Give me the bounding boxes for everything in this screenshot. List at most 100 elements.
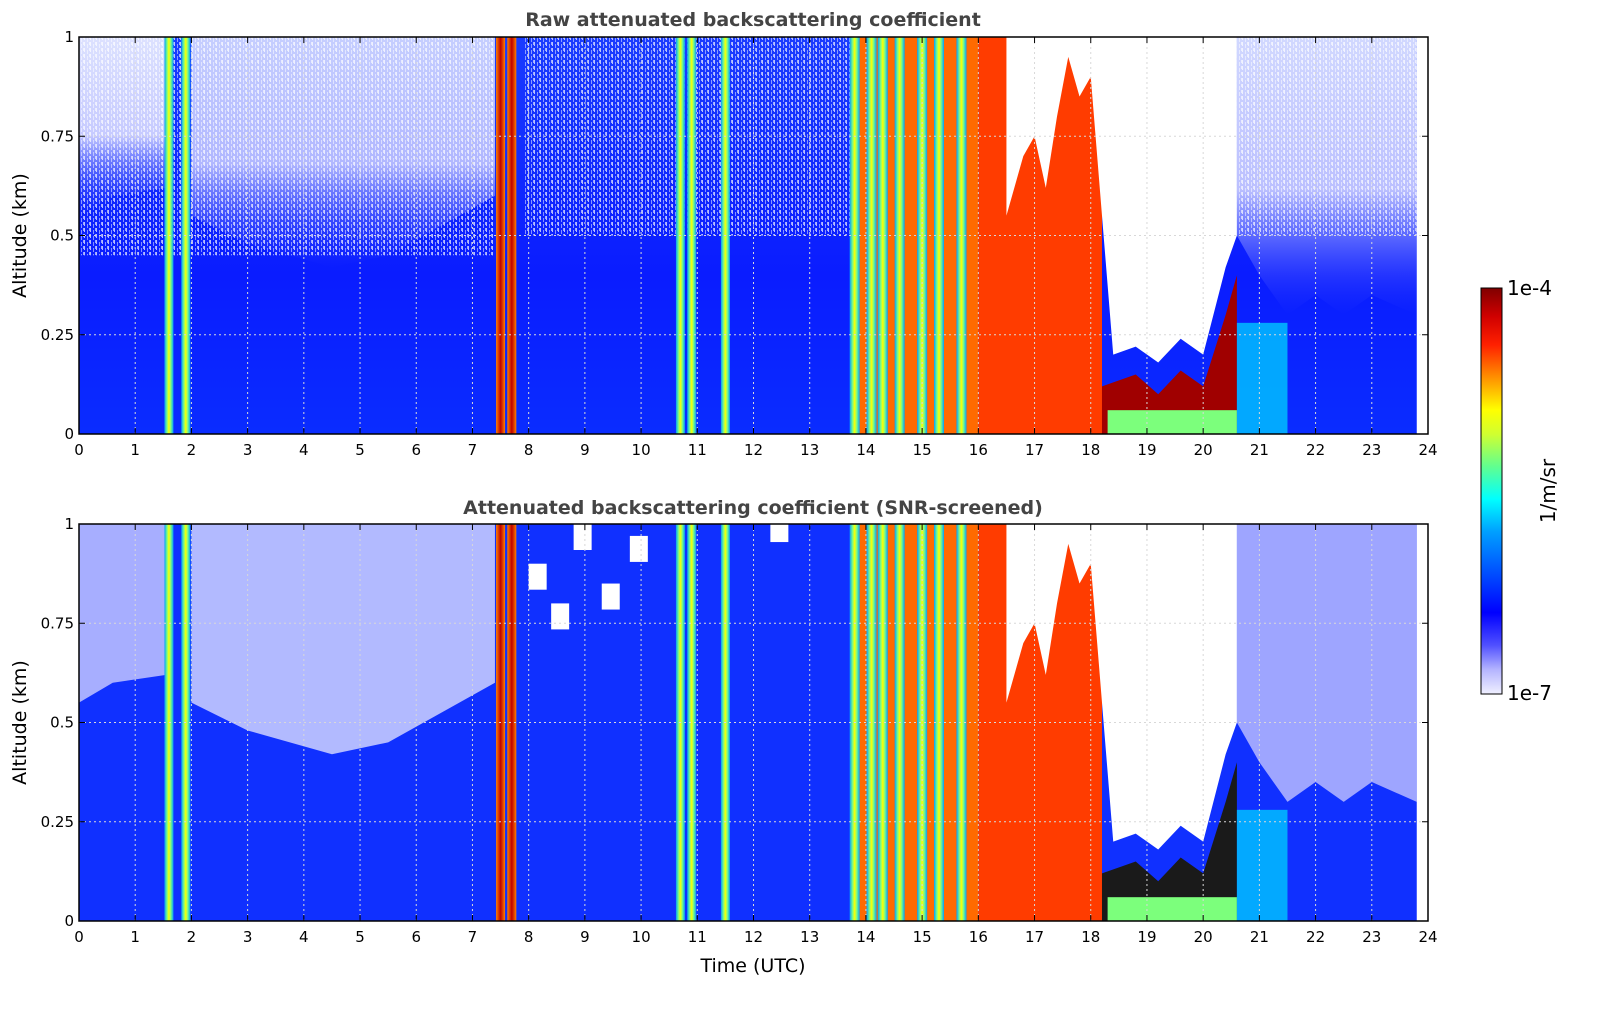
panel2-x-tick-label: 1: [130, 928, 140, 946]
panel2-x-tick-label: 19: [1137, 928, 1156, 946]
panel2-x-tick-label: 10: [632, 928, 651, 946]
panel1-x-tick-label: 7: [468, 441, 478, 459]
panel1-y-ticks: 0 0.25 0.5 0.75 1: [41, 28, 1428, 443]
panel1-x-tick-label: 1: [130, 441, 140, 459]
panel2-fog-column: [933, 524, 944, 921]
colorbar-max-label: 1e-4: [1507, 276, 1552, 300]
panel2-y-tick-label: 1: [64, 515, 74, 533]
panel2-y-tick-label: 0: [64, 912, 74, 930]
panel2-x-tick-label: 22: [1306, 928, 1325, 946]
colorbar: 1e-4 1e-7 1/m/sr: [1480, 276, 1560, 705]
panel2-fog-column: [956, 524, 967, 921]
panel1-x-tick-label: 2: [187, 441, 197, 459]
panel2-x-tick-label: 4: [299, 928, 309, 946]
panel1-stratus-layer: [1101, 275, 1237, 434]
panel2-fog-column: [917, 524, 928, 921]
panel1-x-tick-label: 14: [856, 441, 875, 459]
panel1-x-tick-label: 19: [1137, 441, 1156, 459]
panel1-x-tick-label: 21: [1250, 441, 1269, 459]
panel2-fog-column: [507, 524, 517, 921]
panel1-x-tick-label: 20: [1194, 441, 1213, 459]
panel2-x-tick-label: 13: [800, 928, 819, 946]
panel1-x-tick-label: 11: [688, 441, 707, 459]
panel1-y-axis-label: Altitude (km): [9, 173, 31, 298]
panel1-fog-column: [877, 37, 888, 434]
panel1-x-tick-label: 8: [524, 441, 534, 459]
colorbar-gradient: [1480, 287, 1503, 695]
panel2-screened-patch: [573, 524, 592, 550]
panel1-x-tick-label: 13: [800, 441, 819, 459]
panel2-screened-patch: [528, 563, 547, 590]
panel2-screened-patch: [551, 603, 570, 630]
panel1-title: Raw attenuated backscattering coefficien…: [525, 9, 981, 31]
panel2-fog-column: [877, 524, 888, 921]
panel2-x-tick-label: 3: [243, 928, 253, 946]
snr-screened-panel: Attenuated backscattering coefficient (S…: [9, 497, 1438, 977]
panel2-x-tick-label: 12: [744, 928, 763, 946]
panel1-fog-column: [866, 37, 877, 434]
panel2-screened-patch: [770, 524, 789, 543]
panel1-fog-column: [687, 37, 697, 434]
panel2-x-tick-label: 8: [524, 928, 534, 946]
panel2-screened-patch: [601, 583, 620, 610]
panel2-x-tick-label: 18: [1081, 928, 1100, 946]
panel1-clear-above-cloud: [1006, 37, 1237, 363]
panel2-title: Attenuated backscattering coefficient (S…: [463, 497, 1043, 519]
panel2-fog-column: [164, 524, 174, 921]
colorbar-min-label: 1e-7: [1507, 681, 1552, 705]
panel2-x-tick-label: 7: [468, 928, 478, 946]
panel1-x-tick-label: 4: [299, 441, 309, 459]
panel1-y-tick-label: 0.25: [41, 326, 74, 344]
panel1-x-tick-label: 10: [632, 441, 651, 459]
panel2-y-tick-label: 0.5: [50, 714, 74, 732]
panel2-x-tick-label: 15: [913, 928, 932, 946]
panel2-x-tick-label: 17: [1025, 928, 1044, 946]
panel1-x-tick-label: 16: [969, 441, 988, 459]
panel1-fog-column: [933, 37, 944, 434]
panel1-y-tick-label: 0.75: [41, 127, 74, 145]
panel1-x-tick-label: 22: [1306, 441, 1325, 459]
panel2-stratus-trail: [1236, 809, 1288, 921]
panel1-noise-texture-late: [1236, 37, 1417, 236]
panel2-y-ticks: 0 0.25 0.5 0.75 1: [41, 515, 1428, 930]
panel1-stratus-base: [1107, 410, 1237, 434]
panel1-x-tick-label: 23: [1362, 441, 1381, 459]
panel1-y-tick-label: 0.5: [50, 227, 74, 245]
panel2-clear-region-early: [79, 524, 167, 703]
panel2-x-tick-label: 20: [1194, 928, 1213, 946]
panel2-clear-region-late: [1236, 524, 1417, 802]
panel2-x-tick-label: 9: [580, 928, 590, 946]
panel1-x-ticks: 0 1 2 3 4 5 6 7 8 9 10 11 12 13 14 15 16 17 18 19 20 21 22 23 24: [74, 37, 1438, 459]
raw-backscatter-panel: Raw attenuated backscattering coefficien…: [9, 9, 1438, 459]
panel1-x-tick-label: 17: [1025, 441, 1044, 459]
panel2-stratus-base: [1107, 897, 1237, 921]
panel2-fog-column: [866, 524, 877, 921]
panel2-x-tick-label: 11: [688, 928, 707, 946]
panel2-x-tick-label: 6: [411, 928, 421, 946]
panel2-fog-column: [687, 524, 697, 921]
panel2-x-tick-label: 24: [1418, 928, 1437, 946]
panel1-fog-column: [507, 37, 517, 434]
panel1-x-tick-label: 6: [411, 441, 421, 459]
panel2-clear-region-morning: [191, 524, 495, 755]
panel2-stratus-layer: [1101, 762, 1237, 921]
panel1-y-tick-label: 0: [64, 425, 74, 443]
panel1-fog-column: [917, 37, 928, 434]
panel1-stratus-trail: [1236, 322, 1288, 434]
panel1-x-tick-label: 0: [74, 441, 84, 459]
panel2-y-tick-label: 0.75: [41, 614, 74, 632]
panel2-x-tick-label: 23: [1362, 928, 1381, 946]
panel2-x-tick-label: 5: [355, 928, 365, 946]
colorbar-unit-label: 1/m/sr: [1536, 458, 1560, 523]
panel1-noise-texture-early: [79, 37, 495, 256]
panel1-x-tick-label: 5: [355, 441, 365, 459]
panel2-grid: [79, 524, 1428, 921]
panel1-x-tick-label: 9: [580, 441, 590, 459]
panel1-x-tick-label: 15: [913, 441, 932, 459]
panel1-x-tick-label: 3: [243, 441, 253, 459]
panel2-y-tick-label: 0.25: [41, 813, 74, 831]
panel2-x-ticks: 0 1 2 3 4 5 6 7 8 9 10 11 12 13 14 15 16 17 18 19 20 21 22 23 24: [74, 524, 1438, 946]
panel1-y-tick-label: 1: [64, 28, 74, 46]
panel1-fog-column: [164, 37, 174, 434]
